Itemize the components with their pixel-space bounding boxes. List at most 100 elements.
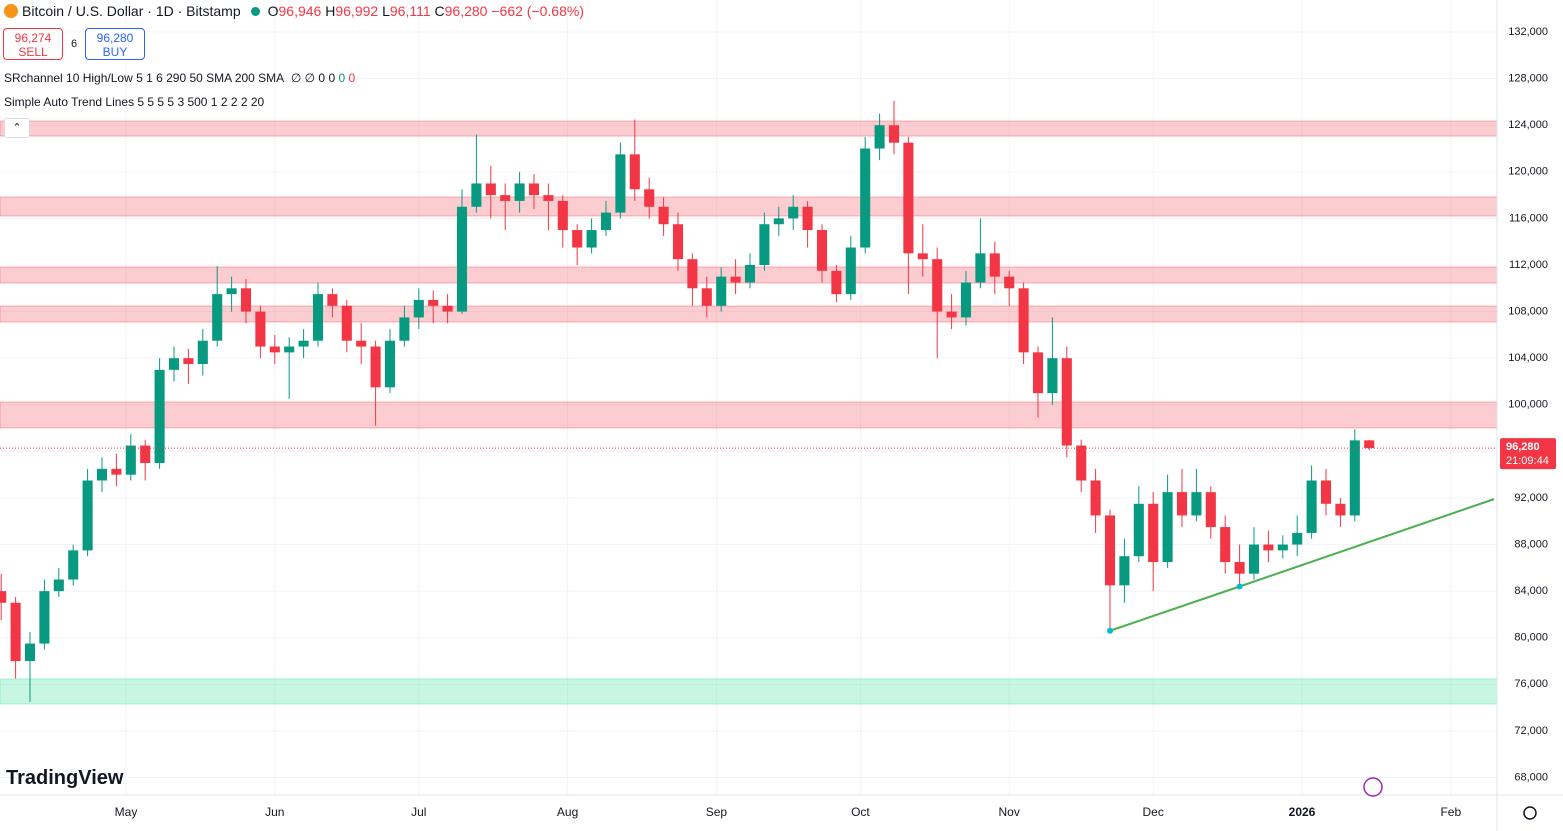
candle-body <box>701 288 712 306</box>
symbol[interactable]: Bitcoin / U.S. Dollar · 1D · Bitstamp <box>22 3 241 19</box>
buy-button[interactable]: 96,280 BUY <box>85 28 145 60</box>
candle-body <box>471 183 482 207</box>
candle-body <box>1032 352 1044 394</box>
candle-body <box>53 579 64 592</box>
h-label: H <box>325 3 336 19</box>
candle-body <box>831 270 842 295</box>
candle-body <box>226 288 237 295</box>
collapse-button[interactable]: ⌃ <box>4 118 30 138</box>
sr-zone <box>0 401 1498 429</box>
candle-body <box>428 299 439 306</box>
candle-body <box>1104 515 1116 586</box>
spread: 6 <box>71 38 78 50</box>
change: −662 (−0.68%) <box>491 3 584 19</box>
candle-body <box>1234 562 1245 574</box>
candle-body <box>946 311 957 318</box>
sell-button[interactable]: 96,274 SELL <box>3 28 63 60</box>
candle-body <box>0 591 7 603</box>
price-axis <box>1497 0 1563 831</box>
candle-body <box>1292 532 1303 545</box>
indicator-value: 0 <box>348 71 356 85</box>
candle-body <box>730 276 741 283</box>
x-tick-label: Jul <box>411 805 426 819</box>
sell-label: SELL <box>18 45 48 59</box>
y-tick-label: 132,000 <box>1508 26 1548 38</box>
y-tick-label: 72,000 <box>1514 725 1548 737</box>
candle-body <box>298 340 309 347</box>
sr-zone <box>0 120 1498 137</box>
x-tick-label: Sep <box>706 805 728 819</box>
x-tick-label: May <box>115 805 138 819</box>
countdown: 21:09:44 <box>1506 455 1549 467</box>
buy-label: BUY <box>102 45 128 59</box>
candle-body <box>600 212 612 231</box>
candle-body <box>572 230 583 248</box>
o-label: O <box>267 3 279 19</box>
candle-body <box>82 480 93 551</box>
candle-body <box>327 294 338 306</box>
y-tick-label: 120,000 <box>1508 166 1548 178</box>
x-tick-label: Aug <box>557 805 578 819</box>
candle-body <box>168 358 180 370</box>
candle-body <box>197 340 208 365</box>
candle-body <box>240 288 252 312</box>
candle-body <box>960 282 972 318</box>
pivot-dot <box>1107 627 1113 634</box>
candle-body <box>1148 503 1159 563</box>
candle-body <box>716 276 727 306</box>
candle-body <box>1263 544 1274 551</box>
indicator-value: 0 <box>338 71 346 85</box>
candle-body <box>845 247 856 295</box>
candle-body <box>1018 288 1029 353</box>
candle-body <box>154 369 165 464</box>
y-tick-label: 116,000 <box>1509 212 1548 224</box>
x-tick-label: 2026 <box>1289 805 1316 819</box>
candle-body <box>1364 440 1375 449</box>
open: 96,946 <box>278 3 322 19</box>
logo: TradingView <box>6 767 124 789</box>
coin-icon <box>4 4 18 18</box>
candle-body <box>687 259 698 289</box>
candle-body <box>672 224 684 260</box>
candle-body <box>10 602 21 662</box>
candle-body <box>356 340 367 347</box>
candle-body <box>140 445 151 464</box>
candle-body <box>1162 492 1173 563</box>
candle-body <box>874 125 885 149</box>
candle-body <box>370 346 381 388</box>
candle-body <box>312 294 324 341</box>
last-price-label: 96,280 <box>1506 441 1540 453</box>
candle-body <box>917 253 928 260</box>
candle-body <box>644 189 655 207</box>
y-tick-label: 76,000 <box>1514 678 1548 690</box>
candle-body <box>284 346 295 353</box>
candle-body <box>1349 440 1360 516</box>
pivot-dot <box>1236 583 1243 590</box>
y-tick-label: 128,000 <box>1508 73 1548 85</box>
candle-body <box>802 206 813 231</box>
candle-body <box>269 346 280 353</box>
y-tick-label: 100,000 <box>1508 399 1548 411</box>
buy-price: 96,280 <box>96 31 134 45</box>
market-status <box>250 7 260 16</box>
settings-icon[interactable] <box>1523 806 1537 820</box>
candle-body <box>1047 358 1058 394</box>
candle-body <box>1061 358 1072 446</box>
x-tick-label: Dec <box>1143 805 1164 819</box>
candle-body <box>1076 445 1087 481</box>
candle-body <box>816 230 828 271</box>
indicator-trendlines[interactable]: Simple Auto Trend Lines 5 5 5 5 3 500 1 … <box>4 95 264 109</box>
close: 96,280 <box>444 3 488 19</box>
candle-body <box>903 142 914 254</box>
l-label: L <box>382 3 390 19</box>
candle-body <box>1004 276 1015 289</box>
high: 96,992 <box>335 3 379 19</box>
candle-body <box>24 643 36 662</box>
candle-body <box>989 253 1000 277</box>
y-tick-label: 92,000 <box>1514 492 1548 504</box>
indicator-srchannel[interactable]: SRchannel 10 High/Low 5 1 6 290 50 SMA 2… <box>4 71 355 85</box>
candle-body <box>399 317 410 341</box>
candle-body <box>485 183 496 196</box>
candle-body <box>384 340 396 388</box>
candle-body <box>1191 492 1202 516</box>
